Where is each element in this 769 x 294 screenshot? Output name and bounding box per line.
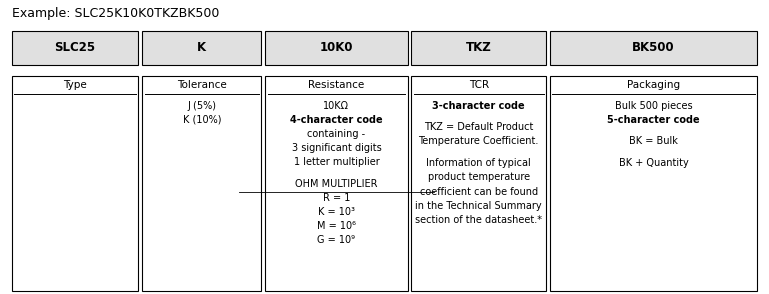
Text: Type: Type [63, 80, 87, 90]
Bar [550, 31, 757, 65]
Text: Bulk 500 pieces: Bulk 500 pieces [615, 101, 692, 111]
Text: J (5%): J (5%) [188, 101, 216, 111]
Bar [142, 31, 261, 65]
Text: 3 significant digits: 3 significant digits [291, 143, 381, 153]
Text: G = 10⁹: G = 10⁹ [318, 235, 355, 245]
Text: 4-character code: 4-character code [290, 115, 383, 125]
Text: BK500: BK500 [632, 41, 675, 54]
Text: section of the datasheet.*: section of the datasheet.* [415, 215, 542, 225]
Text: BK = Bulk: BK = Bulk [629, 136, 678, 146]
Text: Example: SLC25K10K0TKZBK500: Example: SLC25K10K0TKZBK500 [12, 7, 219, 20]
Text: M = 10⁶: M = 10⁶ [317, 221, 356, 231]
Text: product temperature: product temperature [428, 173, 530, 183]
Text: Information of typical: Information of typical [426, 158, 531, 168]
Bar [550, 76, 757, 291]
Bar [411, 31, 546, 65]
Text: TKZ = Default Product: TKZ = Default Product [424, 122, 534, 132]
Text: in the Technical Summary: in the Technical Summary [415, 201, 542, 211]
Text: K: K [198, 41, 206, 54]
Text: Resistance: Resistance [308, 80, 365, 90]
Bar [265, 31, 408, 65]
Text: 10KΩ: 10KΩ [324, 101, 349, 111]
Bar [265, 76, 408, 291]
Bar [12, 31, 138, 65]
Text: K = 10³: K = 10³ [318, 207, 355, 217]
Text: K (10%): K (10%) [182, 115, 221, 125]
Text: BK + Quantity: BK + Quantity [619, 158, 688, 168]
Text: SLC25: SLC25 [55, 41, 95, 54]
Text: Temperature Coefficient.: Temperature Coefficient. [418, 136, 539, 146]
Text: coefficient can be found: coefficient can be found [420, 186, 538, 197]
Bar [142, 76, 261, 291]
Text: TCR: TCR [468, 80, 489, 90]
Bar [12, 76, 138, 291]
Text: TKZ: TKZ [466, 41, 491, 54]
Bar [411, 76, 546, 291]
Text: 1 letter multiplier: 1 letter multiplier [294, 157, 379, 167]
Text: Tolerance: Tolerance [177, 80, 227, 90]
Text: 5-character code: 5-character code [608, 115, 700, 125]
Text: Packaging: Packaging [627, 80, 681, 90]
Text: R = 1: R = 1 [323, 193, 350, 203]
Text: 3-character code: 3-character code [432, 101, 525, 111]
Text: OHM MULTIPLIER: OHM MULTIPLIER [295, 179, 378, 189]
Text: 10K0: 10K0 [320, 41, 353, 54]
Text: containing -: containing - [308, 129, 365, 139]
